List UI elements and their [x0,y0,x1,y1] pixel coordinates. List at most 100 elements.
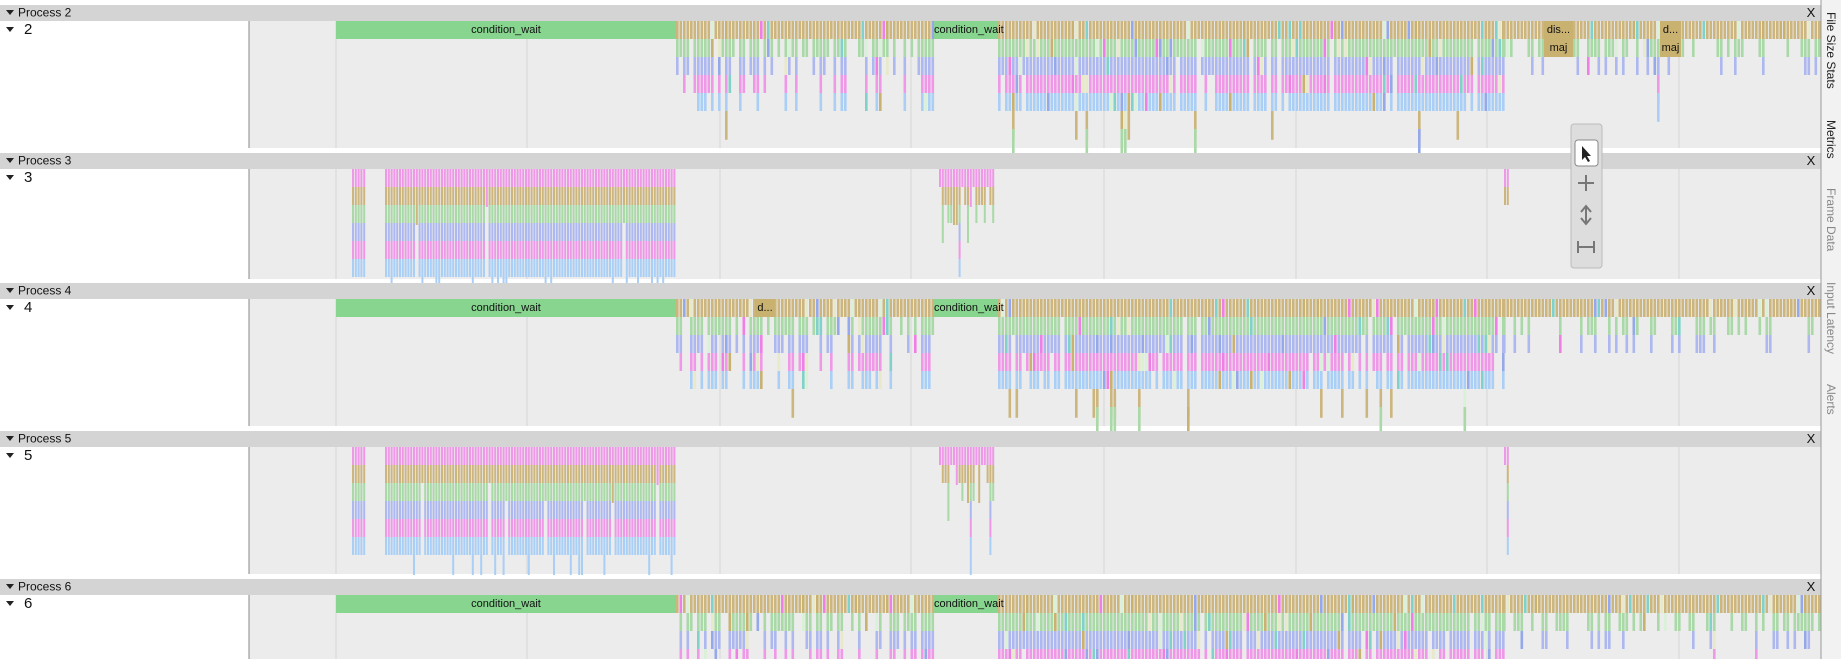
slice [1162,353,1166,371]
slice [639,465,642,483]
slice [746,299,749,317]
slice [1481,353,1484,371]
close-button[interactable]: X [1807,153,1816,168]
slice [466,519,469,537]
slice [525,169,527,187]
slice [983,187,986,205]
slice [1162,631,1166,649]
slice [625,241,628,259]
slice [1201,317,1204,335]
slice [1173,39,1176,57]
collapse-arrow[interactable] [6,10,14,15]
slice [704,21,707,39]
collapse-arrow[interactable] [6,584,14,589]
close-button[interactable]: X [1807,579,1816,594]
slice [788,21,791,39]
tool-pan[interactable] [1578,175,1594,191]
slice [611,259,614,297]
slice [992,205,995,223]
slice [1257,39,1260,57]
slice [1022,631,1026,649]
slice [1807,57,1811,75]
side-tab[interactable]: Input Latency [1824,282,1838,354]
slice [972,447,975,465]
slice [907,595,910,613]
slice [497,241,499,259]
slice [463,465,466,483]
side-tab[interactable]: Metrics [1824,120,1838,159]
slice [1012,39,1015,57]
slice [872,39,875,57]
slice [516,501,519,519]
slice [992,483,995,501]
slice [928,93,931,111]
slice [1576,21,1580,39]
slice [755,299,775,317]
slice [981,447,983,465]
slice [519,501,522,519]
slice [435,169,438,187]
slice [578,447,581,465]
slice [1390,75,1393,93]
thread-arrow[interactable] [6,27,14,32]
slice [670,519,673,537]
slice [721,39,725,57]
slice [1169,317,1173,335]
slice [1369,595,1372,613]
slice [1148,57,1152,75]
thread-arrow[interactable] [6,175,14,180]
slice [606,169,609,187]
slice [1120,57,1124,75]
slice [1488,317,1491,335]
slice [742,21,746,39]
slice [1057,371,1061,389]
slice [452,205,455,223]
slice [819,93,823,111]
slice [592,447,595,465]
side-tab[interactable]: File Size Stats [1824,12,1838,89]
slice [1786,613,1790,631]
slice [914,631,917,649]
slice [396,501,399,519]
collapse-arrow[interactable] [6,436,14,441]
slice [1491,317,1495,335]
slice [1376,613,1379,631]
close-button[interactable]: X [1807,5,1816,20]
slice [1040,595,1043,613]
slice [1390,335,1393,353]
side-tab[interactable]: Frame Data [1824,188,1838,252]
close-button[interactable]: X [1807,283,1816,298]
slice [1393,595,1397,613]
slice [1099,57,1103,75]
thread-arrow[interactable] [6,453,14,458]
collapse-arrow[interactable] [6,158,14,163]
slice [998,39,1001,57]
slice [1463,407,1467,436]
slice [1604,21,1608,39]
collapse-arrow[interactable] [6,288,14,293]
slice [1484,75,1488,93]
slice [1012,317,1015,335]
slice [1180,93,1183,111]
slice [1590,299,1594,317]
slice [1288,75,1292,93]
side-tab[interactable]: Alerts [1824,384,1838,415]
close-button[interactable]: X [1807,431,1816,446]
slice [1313,613,1316,631]
thread-arrow[interactable] [6,305,14,310]
slice [1127,595,1131,613]
slice [826,317,830,335]
slice [457,519,460,537]
slice [460,241,463,259]
slice [837,595,840,613]
slice [1453,21,1456,39]
slice [1110,353,1113,371]
slice [1061,93,1064,111]
slice [1477,353,1481,371]
thread-arrow[interactable] [6,601,14,606]
tool-zoom[interactable] [1580,204,1592,226]
slice [732,39,735,57]
slice [1306,335,1309,353]
tool-timing[interactable] [1577,241,1595,253]
slice [513,483,516,501]
